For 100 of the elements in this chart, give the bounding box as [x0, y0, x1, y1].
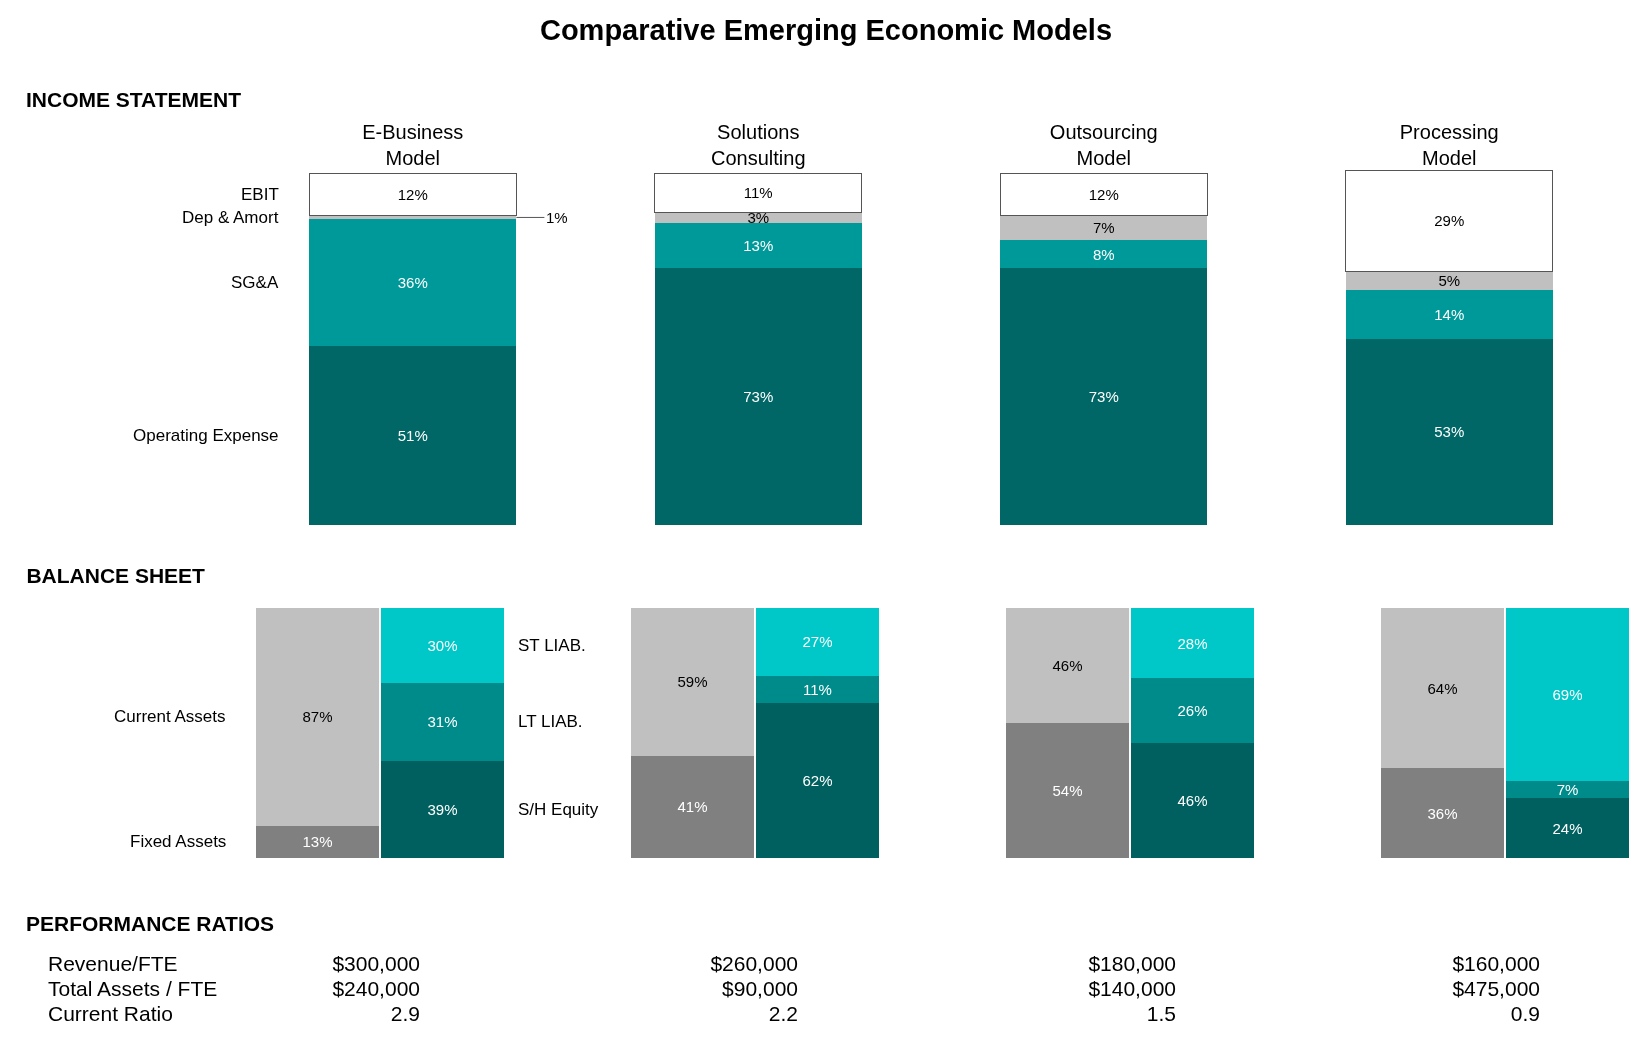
bar: [381, 608, 504, 683]
bar: [654, 173, 863, 213]
bar: [1381, 608, 1504, 768]
series-label: Dep & Amort: [182, 208, 279, 227]
bar: [1006, 608, 1129, 723]
text: $475,000: [1452, 977, 1540, 1001]
data-label: 5%: [1438, 272, 1461, 290]
text: Current Ratio: [48, 1002, 173, 1026]
data-label: 29%: [1434, 212, 1465, 230]
data-label: 12%: [397, 186, 428, 204]
data-label: 64%: [1427, 679, 1458, 697]
bar: [1131, 678, 1254, 743]
series-label: S/H Equity: [518, 800, 599, 819]
data-label: 3%: [747, 208, 770, 226]
data-label: 46%: [1177, 792, 1208, 809]
series-label: Current Assets: [114, 707, 226, 726]
bar: [309, 219, 517, 346]
data-label: 59%: [677, 673, 708, 691]
text: $180,000: [1088, 952, 1176, 976]
bar: [256, 825, 379, 858]
data-label: 36%: [1427, 804, 1458, 822]
bar: [1000, 268, 1208, 525]
bar: [999, 173, 1208, 217]
bar: [1006, 723, 1129, 858]
bar: [1345, 170, 1554, 273]
data-label: 11%: [743, 184, 773, 202]
series-label: Fixed Assets: [130, 832, 227, 851]
data-label: 11%: [803, 680, 832, 698]
data-label: 7%: [1092, 219, 1115, 237]
bar: [654, 268, 862, 525]
chart-title: Comparative Emerging Economic Models: [539, 13, 1113, 46]
text: Revenue/FTE: [48, 952, 178, 976]
data-label: 51%: [397, 426, 428, 444]
bar: [256, 608, 379, 826]
data-label: 27%: [802, 633, 833, 651]
bar: [1506, 608, 1629, 781]
bar: [756, 703, 879, 858]
text: $140,000: [1088, 977, 1176, 1001]
text: 2.9: [390, 1002, 420, 1026]
bar: [756, 608, 879, 676]
bar: [1000, 240, 1208, 269]
data-label: 8%: [1092, 245, 1115, 263]
text: $160,000: [1452, 952, 1540, 976]
data-label: 39%: [427, 800, 458, 818]
text: Total Assets / FTE: [48, 977, 218, 1001]
data-label: 73%: [743, 388, 774, 406]
series-label: ST LIAB.: [518, 636, 586, 655]
data-label: 87%: [302, 708, 333, 726]
bar: [756, 675, 879, 703]
data-label: 36%: [397, 273, 428, 291]
series-label: EBIT: [241, 185, 279, 204]
data-label: 26%: [1177, 702, 1208, 719]
data-label: 62%: [802, 772, 833, 789]
text: 1.5: [1146, 1002, 1176, 1026]
data-label: 41%: [677, 798, 708, 816]
x-tick-label: Outsourcing Model: [1049, 121, 1158, 169]
bar: [1131, 608, 1254, 678]
bar: [381, 683, 504, 761]
bar: [1506, 780, 1629, 798]
bar: [381, 760, 504, 858]
data-label: 1%: [546, 209, 568, 226]
data-label: 53%: [1434, 423, 1465, 441]
data-label: 31%: [427, 713, 458, 731]
data-label: 46%: [1052, 657, 1083, 674]
text: $90,000: [722, 977, 798, 1001]
chart-subtitle: INCOME STATEMENT: [26, 88, 242, 111]
bar: [1345, 271, 1553, 290]
data-label: 12%: [1088, 186, 1119, 204]
data-label: 13%: [302, 833, 333, 851]
x-tick-label: Processing Model: [1399, 121, 1499, 169]
text: 2.2: [768, 1002, 798, 1026]
data-label: 69%: [1552, 685, 1583, 703]
bar: [1506, 798, 1629, 858]
chart-title: BALANCE SHEET: [26, 564, 206, 588]
text: 0.9: [1510, 1002, 1540, 1026]
bar: [654, 222, 862, 269]
data-label: 24%: [1552, 819, 1583, 837]
data-label: 54%: [1052, 782, 1083, 799]
bar: [1000, 215, 1208, 241]
text: $240,000: [332, 977, 420, 1001]
data-label: 14%: [1434, 305, 1465, 323]
x-tick-label: Solutions Consulting: [710, 121, 806, 169]
data-label: 13%: [743, 237, 774, 255]
data-label: 73%: [1088, 388, 1119, 406]
text: $300,000: [332, 952, 420, 976]
bar: [1345, 338, 1553, 525]
x-tick-label: E-Business Model: [362, 121, 464, 169]
data-label: 30%: [427, 637, 458, 654]
series-label: SG&A: [231, 273, 279, 292]
text: PERFORMANCE RATIOS: [26, 912, 275, 936]
series-label: Operating Expense: [133, 426, 279, 445]
text: $260,000: [710, 952, 798, 976]
bar: [631, 608, 754, 756]
data-label: 28%: [1177, 634, 1208, 652]
bar: [1345, 289, 1553, 339]
bar: [309, 345, 517, 525]
bar: [1131, 743, 1254, 858]
bar: [1381, 768, 1504, 858]
bar: [631, 755, 754, 858]
data-label: 7%: [1556, 780, 1579, 798]
